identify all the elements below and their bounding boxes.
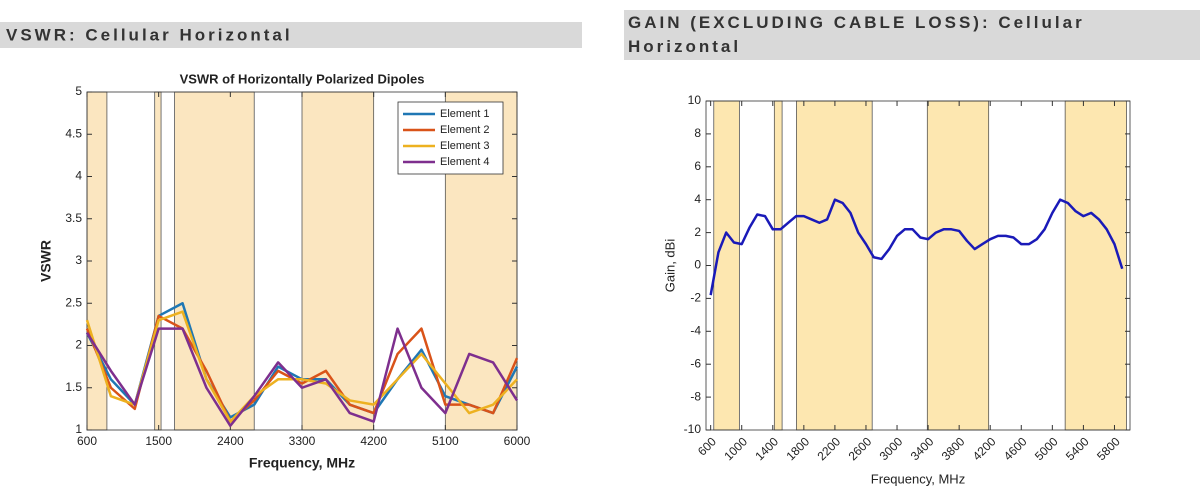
x-tick-label: 4200	[360, 434, 387, 448]
y-tick-label: 4	[694, 192, 701, 206]
x-tick-label: 5800	[1094, 434, 1123, 463]
shaded-band	[796, 100, 873, 431]
x-tick-label: 6000	[504, 434, 531, 448]
x-axis-label: Frequency, MHz	[871, 471, 965, 486]
legend-label: Element 3	[440, 140, 490, 152]
legend-label: Element 2	[440, 124, 490, 136]
y-tick-label: 4	[75, 169, 82, 183]
x-axis-label: Frequency, MHz	[249, 455, 355, 471]
x-tick-label: 4600	[1001, 434, 1030, 463]
y-tick-label: 2	[75, 338, 82, 352]
x-tick-label: 3300	[289, 434, 316, 448]
y-tick-label: 2	[694, 225, 701, 239]
shaded-band	[154, 91, 162, 431]
shaded-band	[174, 91, 255, 431]
x-tick-label: 1400	[752, 434, 781, 463]
section-bar	[0, 22, 582, 48]
y-tick-label: 6	[694, 159, 701, 173]
x-tick-label: 5100	[432, 434, 459, 448]
y-tick-label: 3	[75, 253, 82, 267]
y-tick-label: -2	[690, 291, 701, 305]
shaded-band	[301, 91, 375, 431]
section-title: GAIN (EXCLUDING CABLE LOSS): Cellular Hor…	[628, 13, 1085, 56]
section-title: VSWR: Cellular Horizontal	[6, 25, 293, 44]
y-tick-label: 1	[75, 422, 82, 436]
y-tick-label: 2.5	[65, 295, 82, 309]
x-tick-label: 2600	[846, 434, 875, 463]
y-axis-label: Gain, dBi	[662, 239, 677, 293]
y-tick-label: -4	[690, 323, 701, 337]
x-tick-label: 2200	[814, 434, 843, 463]
x-tick-label: 1800	[783, 434, 812, 463]
legend-label: Element 4	[440, 156, 490, 168]
y-tick-label: 0	[694, 258, 701, 272]
shaded-band	[713, 100, 740, 431]
series-line	[85, 314, 519, 423]
gain-line	[709, 198, 1124, 296]
chart-title: VSWR of Horizontally Polarized Dipoles	[180, 71, 425, 86]
series-line	[85, 310, 518, 423]
x-tick-label: 1500	[145, 434, 172, 448]
shaded-band	[926, 100, 990, 431]
y-tick-label: -6	[690, 356, 701, 370]
x-tick-label: 1000	[721, 434, 750, 463]
x-tick-label: 5000	[1032, 434, 1061, 463]
x-tick-label: 600	[695, 434, 719, 458]
y-tick-label: 4.5	[65, 126, 82, 140]
y-tick-label: 5	[75, 84, 82, 98]
y-tick-label: 3.5	[65, 211, 82, 225]
y-axis-label: VSWR	[38, 240, 54, 282]
x-tick-label: 3800	[939, 434, 968, 463]
x-tick-label: 2400	[217, 434, 244, 448]
x-tick-label: 5400	[1063, 434, 1092, 463]
series-line	[85, 327, 519, 428]
y-tick-label: 10	[688, 93, 702, 107]
y-tick-label: 1.5	[65, 380, 82, 394]
x-tick-label: 3400	[908, 434, 937, 463]
shaded-band	[773, 100, 783, 431]
x-tick-label: 600	[77, 434, 97, 448]
x-tick-label: 3000	[877, 434, 906, 463]
legend-label: Element 1	[440, 108, 490, 120]
y-tick-label: 8	[694, 126, 701, 140]
x-tick-label: 4200	[970, 434, 999, 463]
shaded-band	[1064, 100, 1127, 431]
y-tick-label: -8	[690, 389, 701, 403]
y-tick-label: -10	[684, 422, 702, 436]
section-bar	[624, 10, 1200, 60]
